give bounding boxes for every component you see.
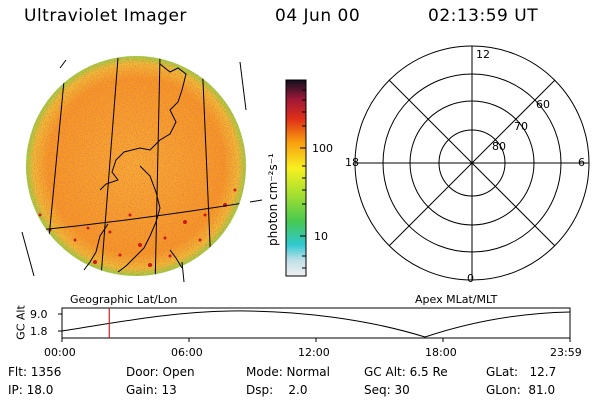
colorbar-tick-100: 100 <box>312 142 333 155</box>
mlt-label-0: 0 <box>467 272 474 285</box>
colorbar <box>285 79 307 277</box>
timeline-y-axis-label: GC Alt <box>14 305 28 340</box>
mlat-label-80: 80 <box>492 140 506 153</box>
timeline-frame <box>61 307 571 339</box>
timeline-xtick-1200: 12:00 <box>298 346 330 359</box>
info-ip: IP: 18.0 <box>8 383 54 397</box>
timeline-xtick-1800: 18:00 <box>425 346 457 359</box>
mlat-label-60: 60 <box>536 98 550 111</box>
timeline-ticks <box>58 313 571 342</box>
info-seq: Seq: 30 <box>364 383 410 397</box>
date-label: 04 Jun 00 <box>275 6 361 26</box>
geo-grid-outer <box>21 59 263 283</box>
mlat-label-70: 70 <box>514 120 528 133</box>
coastline <box>83 63 187 273</box>
info-dsp: Dsp: 2.0 <box>246 383 308 397</box>
info-mode: Mode: Normal <box>246 365 330 379</box>
timeline-ytick-high: 9.0 <box>30 308 48 321</box>
timeline-xtick-0600: 06:00 <box>171 346 203 359</box>
time-label: 02:13:59 UT <box>428 6 539 26</box>
colorbar-unit-label: photon cm⁻²s⁻¹ <box>266 153 280 246</box>
info-gain: Gain: 13 <box>126 383 177 397</box>
altitude-curve <box>61 310 571 338</box>
polar-panel-label: Apex MLat/MLT <box>415 293 498 306</box>
timeline-xtick-2359: 23:59 <box>550 346 582 359</box>
timeline-ytick-low: 1.8 <box>30 325 48 338</box>
image-panel-label: Geographic Lat/Lon <box>70 293 178 306</box>
mlt-label-12: 12 <box>476 48 490 61</box>
mlt-label-6: 6 <box>578 156 585 169</box>
timeline-xtick-0000: 00:00 <box>44 346 76 359</box>
colorbar-tick-10: 10 <box>314 230 328 243</box>
polar-plot <box>354 45 590 281</box>
uvi-disk-noise <box>26 56 246 276</box>
info-flt: Flt: 1356 <box>8 365 62 379</box>
mlt-label-18: 18 <box>345 156 359 169</box>
colorbar-ticks <box>300 89 306 269</box>
uvi-image <box>21 56 263 283</box>
info-glon: GLon: 81.0 <box>486 383 556 397</box>
window-title: Ultraviolet Imager <box>24 6 187 26</box>
timeline-plot <box>58 307 571 342</box>
info-door: Door: Open <box>126 365 195 379</box>
info-glat: GLat: 12.7 <box>486 365 557 379</box>
info-gc-alt: GC Alt: 6.5 Re <box>364 365 448 379</box>
